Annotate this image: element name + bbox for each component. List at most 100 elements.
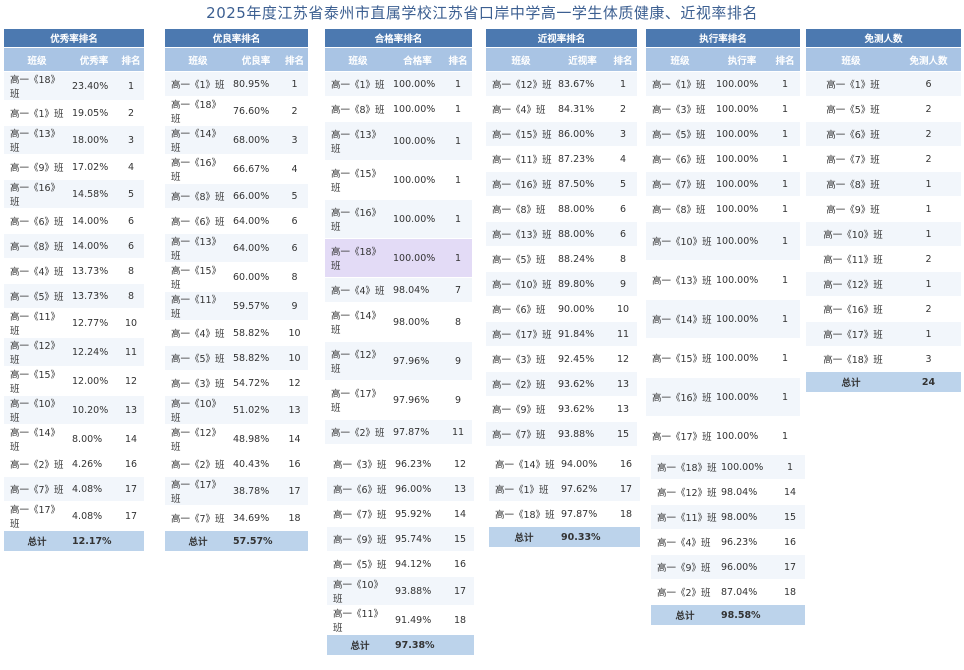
table-row: 高一《6》班 90.00% 10 bbox=[486, 296, 637, 322]
table-cell: 90.00% bbox=[556, 296, 609, 322]
total-cell: 总计 bbox=[4, 530, 70, 552]
table-cell: 6 bbox=[281, 208, 308, 234]
table-row: 高一《2》班 87.04% 18 bbox=[651, 579, 805, 605]
youxiu-table-title: 优秀率排名 bbox=[4, 29, 144, 48]
table-cell: 高一《7》班 bbox=[806, 146, 896, 172]
table-cell: 高一《15》班 bbox=[4, 366, 70, 396]
table-cell: 19.05% bbox=[70, 100, 118, 126]
table-cell: 高一《7》班 bbox=[4, 476, 70, 502]
table-cell: 95.92% bbox=[393, 501, 446, 527]
table-cell: 16 bbox=[118, 452, 144, 477]
table-cell: 高一《5》班 bbox=[327, 551, 393, 577]
table-row: 高一《6》班 14.00% 6 bbox=[4, 208, 144, 234]
table-cell: 100.00% bbox=[391, 160, 444, 200]
table-cell: 高一《7》班 bbox=[646, 171, 714, 197]
table-cell: 1 bbox=[770, 121, 800, 147]
table-row: 高一《5》班 88.24% 8 bbox=[486, 246, 637, 272]
table-cell: 15 bbox=[775, 504, 805, 530]
table-cell: 14 bbox=[118, 424, 144, 454]
table-cell: 高一《11》班 bbox=[327, 605, 393, 635]
table-cell: 68.00% bbox=[231, 125, 281, 155]
total-cell: 24 bbox=[896, 371, 962, 393]
zhixing-total-row: 总计 98.58% bbox=[651, 604, 805, 626]
table-row: 高一《10》班 10.20% 13 bbox=[4, 395, 144, 425]
table-cell: 高一《15》班 bbox=[486, 121, 556, 147]
table-cell: 1 bbox=[444, 121, 472, 161]
table-cell: 96.23% bbox=[719, 529, 775, 555]
hege-panel: 合格率排名 班级 合格率 排名 高一《1》班 100.00% 1 高一《8》班 100.00% 1… bbox=[325, 29, 472, 445]
zhixing-table-continued: 高一《18》班 100.00% 1 高一《12》班 98.04% 14 高一《11》班 98.… bbox=[651, 455, 805, 626]
table-cell: 100.00% bbox=[714, 221, 770, 261]
table-row: 高一《5》班 94.12% 16 bbox=[327, 551, 474, 577]
table-cell: 16 bbox=[281, 452, 308, 477]
table-cell: 高一《4》班 bbox=[165, 320, 231, 346]
table-cell: 97.87% bbox=[559, 501, 612, 527]
table-cell: 10 bbox=[609, 296, 637, 322]
table-cell: 2 bbox=[281, 96, 308, 126]
table-cell: 高一《13》班 bbox=[325, 121, 391, 161]
total-cell: 总计 bbox=[651, 604, 719, 626]
table-row: 高一《3》班 92.45% 12 bbox=[486, 346, 637, 372]
table-cell: 高一《16》班 bbox=[4, 179, 70, 209]
column-header: 班级 bbox=[4, 47, 70, 72]
table-cell: 17 bbox=[118, 476, 144, 502]
table-row: 高一《10》班 100.00% 1 bbox=[646, 221, 800, 261]
total-cell: 12.17% bbox=[70, 530, 118, 552]
table-cell: 93.88% bbox=[393, 576, 446, 606]
table-cell: 高一《15》班 bbox=[646, 338, 714, 378]
table-cell: 1 bbox=[770, 338, 800, 378]
table-cell: 40.43% bbox=[231, 452, 281, 477]
table-cell: 高一《5》班 bbox=[165, 345, 231, 371]
table-cell: 高一《6》班 bbox=[486, 296, 556, 322]
table-row: 高一《18》班 3 bbox=[806, 346, 962, 372]
table-row: 高一《18》班 100.00% 1 bbox=[651, 455, 805, 480]
table-cell: 1 bbox=[896, 221, 962, 247]
table-cell: 16 bbox=[446, 551, 474, 577]
table-cell: 88.00% bbox=[556, 196, 609, 222]
table-cell: 高一《2》班 bbox=[4, 452, 70, 477]
table-cell: 98.00% bbox=[391, 302, 444, 342]
table-cell: 11 bbox=[118, 337, 144, 367]
table-cell: 2 bbox=[896, 96, 962, 122]
table-cell: 96.00% bbox=[719, 554, 775, 580]
table-cell: 97.96% bbox=[391, 341, 444, 381]
table-cell: 17 bbox=[612, 476, 640, 502]
table-row: 高一《9》班 1 bbox=[806, 196, 962, 222]
table-row: 高一《10》班 89.80% 9 bbox=[486, 271, 637, 297]
table-cell: 100.00% bbox=[391, 238, 444, 278]
table-row: 高一《15》班 100.00% 1 bbox=[646, 338, 800, 378]
table-cell: 14 bbox=[281, 424, 308, 454]
table-row: 高一《17》班 4.08% 17 bbox=[4, 501, 144, 531]
table-cell: 10 bbox=[281, 320, 308, 346]
table-cell: 高一《17》班 bbox=[165, 476, 231, 506]
table-row: 高一《8》班 100.00% 1 bbox=[325, 96, 472, 122]
zhixing-table: 执行率排名 班级 执行率 排名 高一《1》班 100.00% 1 高一《3》班 100.00% 1… bbox=[646, 29, 800, 456]
table-row: 高一《13》班 88.00% 6 bbox=[486, 221, 637, 247]
table-cell: 3 bbox=[896, 346, 962, 372]
table-row: 高一《12》班 98.04% 14 bbox=[651, 479, 805, 505]
table-cell: 91.84% bbox=[556, 321, 609, 347]
table-cell: 高一《11》班 bbox=[806, 246, 896, 272]
table-cell: 高一《8》班 bbox=[486, 196, 556, 222]
table-row: 高一《8》班 100.00% 1 bbox=[646, 196, 800, 222]
table-cell: 13 bbox=[446, 476, 474, 502]
table-cell: 高一《9》班 bbox=[327, 526, 393, 552]
table-cell: 100.00% bbox=[714, 196, 770, 222]
table-row: 高一《18》班 76.60% 2 bbox=[165, 96, 308, 126]
table-cell: 18 bbox=[775, 579, 805, 605]
total-cell: 总计 bbox=[327, 634, 393, 656]
table-cell: 2 bbox=[118, 100, 144, 126]
table-cell: 高一《6》班 bbox=[806, 121, 896, 147]
jinshi-total-row: 总计 90.33% bbox=[489, 526, 640, 548]
table-cell: 高一《10》班 bbox=[327, 576, 393, 606]
table-cell: 13 bbox=[609, 371, 637, 397]
table-cell: 高一《8》班 bbox=[4, 233, 70, 259]
table-cell: 100.00% bbox=[714, 121, 770, 147]
table-cell: 11 bbox=[609, 321, 637, 347]
table-cell: 高一《6》班 bbox=[165, 208, 231, 234]
table-row: 高一《6》班 64.00% 6 bbox=[165, 208, 308, 234]
youliang-total-row: 总计 57.57% bbox=[165, 530, 308, 552]
hege-header-row: 合格率排名 bbox=[325, 29, 472, 48]
table-cell: 5 bbox=[281, 183, 308, 209]
table-row: 高一《17》班 91.84% 11 bbox=[486, 321, 637, 347]
